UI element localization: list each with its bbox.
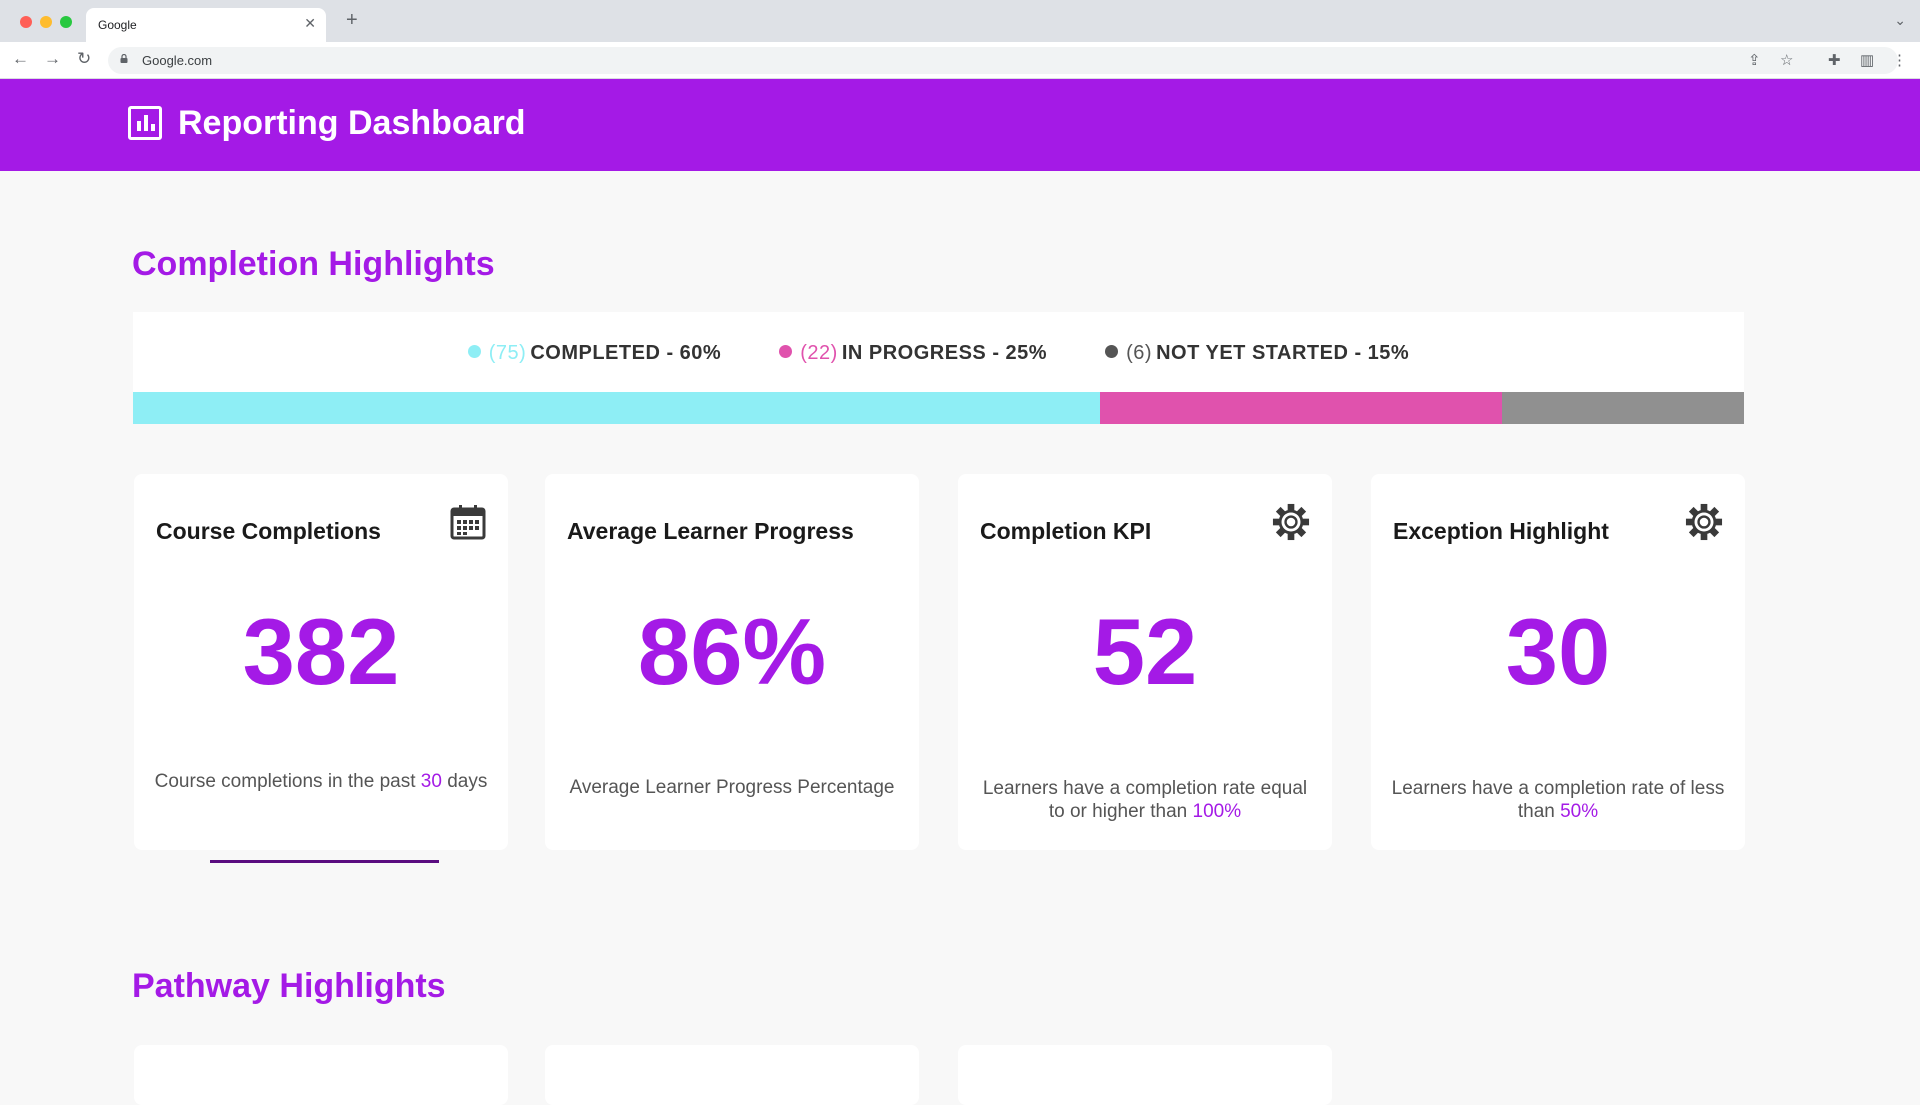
- pathway-card[interactable]: [545, 1045, 919, 1105]
- calendar-icon[interactable]: [450, 504, 486, 540]
- reload-icon[interactable]: ↻: [77, 49, 92, 68]
- card-description-text: Average Learner Progress Percentage: [569, 777, 895, 798]
- legend-dot: [1105, 345, 1119, 358]
- page-title: Reporting Dashboard: [178, 104, 526, 142]
- legend-item-not-started: (6) NOT YET STARTED - 15%: [1105, 342, 1409, 365]
- legend-label: NOT YET STARTED - 15%: [1156, 342, 1410, 364]
- bar-chart-icon: [128, 106, 162, 140]
- pathway-highlights-heading: Pathway Highlights: [132, 967, 446, 1005]
- app-header: Reporting Dashboard: [0, 79, 1920, 171]
- lock-icon: [120, 54, 128, 63]
- tab-list-chevron-icon[interactable]: ⌄: [1894, 12, 1906, 28]
- share-icon[interactable]: ⇪: [1748, 52, 1761, 69]
- legend-label: COMPLETED - 60%: [530, 342, 722, 364]
- completion-stacked-bar: [133, 392, 1744, 424]
- card-description-highlight: 100%: [1192, 801, 1242, 822]
- card-description: Average Learner Progress Percentage: [565, 776, 899, 799]
- card-title: Course Completions: [156, 518, 381, 544]
- card-title: Exception Highlight: [1393, 518, 1609, 544]
- bar-segment-completed: [133, 392, 1100, 424]
- legend-dot: [779, 345, 793, 358]
- card-description: Learners have a completion rate of less …: [1391, 777, 1725, 823]
- selected-card-indicator: [210, 860, 439, 863]
- card-title: Average Learner Progress: [567, 518, 854, 544]
- pathway-card[interactable]: [958, 1045, 1332, 1105]
- card-description-highlight: 30: [420, 771, 442, 792]
- gear-icon[interactable]: [1685, 502, 1723, 542]
- completion-highlights-heading: Completion Highlights: [132, 245, 495, 283]
- completion-kpi-card[interactable]: Completion KPI 52 Learners have a comple…: [958, 474, 1332, 850]
- browser-menu-icon[interactable]: ⋮: [1892, 52, 1907, 69]
- back-arrow-icon[interactable]: ←: [12, 49, 29, 68]
- side-panel-icon[interactable]: ▥: [1860, 52, 1875, 69]
- address-bar[interactable]: Google.com ⇪ ☆ ✚ ▥ ⋮: [108, 47, 1907, 74]
- legend-count: (75): [488, 342, 527, 364]
- new-tab-button[interactable]: +: [346, 9, 358, 31]
- bar-segment-not-started: [1502, 392, 1744, 424]
- card-value: 86%: [637, 599, 827, 704]
- minimize-window-button[interactable]: [40, 16, 52, 28]
- maximize-window-button[interactable]: [60, 16, 72, 28]
- card-description-highlight: 50%: [1560, 801, 1599, 822]
- url-text: Google.com: [142, 53, 213, 68]
- close-window-button[interactable]: [20, 16, 32, 28]
- card-description-text: Learners have a completion rate equal to…: [982, 778, 1308, 822]
- average-learner-progress-card[interactable]: Average Learner Progress 86% Average Lea…: [545, 474, 919, 850]
- course-completions-card[interactable]: Course Completions 382 Course completion…: [134, 474, 508, 850]
- card-description-suffix: days: [441, 771, 488, 792]
- gear-icon[interactable]: [1272, 502, 1310, 542]
- legend-label: IN PROGRESS - 25%: [841, 342, 1048, 364]
- card-value: 30: [1505, 599, 1611, 704]
- bar-segment-in-progress: [1099, 392, 1503, 424]
- browser-tab-strip: Google ✕ + ⌄: [0, 0, 1920, 42]
- card-description-text: Learners have a completion rate of less …: [1391, 778, 1725, 822]
- tab-title: Google: [98, 18, 137, 32]
- card-description: Learners have a completion rate equal to…: [978, 777, 1312, 823]
- address-toolbar: ← → ↻ Google.com ⇪ ☆ ✚ ▥ ⋮: [0, 42, 1920, 79]
- card-value: 52: [1092, 599, 1198, 704]
- completion-progress-card: (75) COMPLETED - 60% (22) IN PROGRESS - 25…: [133, 312, 1744, 424]
- legend-item-completed: (75) COMPLETED - 60%: [467, 342, 722, 365]
- tab-close-icon[interactable]: ✕: [304, 15, 316, 31]
- forward-arrow-icon[interactable]: →: [44, 49, 61, 68]
- card-title: Completion KPI: [980, 518, 1152, 544]
- legend-dot: [467, 345, 481, 358]
- legend-item-in-progress: (22) IN PROGRESS - 25%: [779, 342, 1047, 365]
- card-description-text: Course completions in the past: [154, 771, 421, 792]
- exception-highlight-card[interactable]: Exception Highlight 30 Learners have a c…: [1371, 474, 1745, 850]
- bookmark-star-icon[interactable]: ☆: [1780, 52, 1794, 69]
- extensions-puzzle-icon[interactable]: ✚: [1828, 52, 1841, 69]
- browser-tab[interactable]: Google ✕: [86, 8, 326, 42]
- pathway-card[interactable]: [134, 1045, 508, 1105]
- legend-count: (6): [1126, 342, 1153, 364]
- card-description: Course completions in the past 30 days: [154, 770, 488, 793]
- card-value: 382: [242, 599, 400, 704]
- legend-count: (22): [800, 342, 838, 364]
- completion-legend: (75) COMPLETED - 60% (22) IN PROGRESS - 25…: [133, 342, 1744, 365]
